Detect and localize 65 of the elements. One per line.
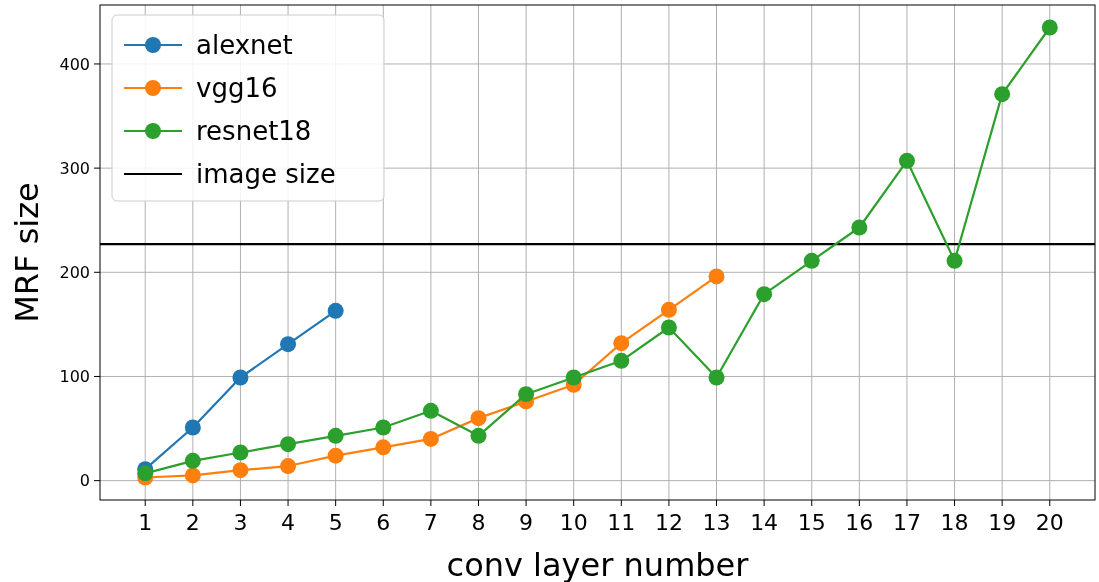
- point: [232, 369, 249, 386]
- x-tick-label: 4: [281, 510, 296, 535]
- y-tick-label: 300: [59, 158, 90, 178]
- point: [518, 386, 535, 403]
- x-tick-label: 13: [702, 510, 731, 535]
- point: [184, 467, 201, 484]
- point: [327, 447, 344, 464]
- x-tick-label: 18: [940, 510, 969, 535]
- point: [184, 419, 201, 436]
- x-axis-title: conv layer number: [446, 546, 750, 582]
- legend-label: resnet18: [196, 116, 312, 147]
- point: [232, 444, 249, 461]
- point: [708, 268, 725, 285]
- x-tick-label: 5: [328, 510, 343, 535]
- point: [660, 319, 677, 336]
- point: [470, 410, 487, 427]
- y-tick-label: 100: [59, 367, 90, 387]
- y-tick-label: 400: [59, 54, 90, 74]
- legend-label: image size: [196, 159, 336, 190]
- point: [994, 86, 1011, 103]
- point: [375, 419, 392, 436]
- point: [470, 427, 487, 444]
- x-tick-label: 12: [654, 510, 683, 535]
- x-tick-label: 14: [750, 510, 779, 535]
- x-tick-label: 3: [233, 510, 248, 535]
- x-tick-label: 9: [519, 510, 534, 535]
- point: [660, 301, 677, 318]
- point: [375, 439, 392, 456]
- x-tick-label: 7: [423, 510, 438, 535]
- y-axis-title: MRF size: [8, 182, 46, 323]
- point: [280, 458, 297, 475]
- point: [327, 302, 344, 319]
- point: [137, 465, 154, 482]
- point: [422, 430, 439, 447]
- point: [851, 219, 868, 236]
- x-tick-label: 11: [607, 510, 636, 535]
- x-tick-label: 2: [185, 510, 200, 535]
- x-tick-label: 10: [559, 510, 588, 535]
- point: [898, 152, 915, 169]
- x-tick-label: 17: [892, 510, 921, 535]
- point: [232, 462, 249, 479]
- y-tick-label: 0: [79, 471, 90, 491]
- point: [613, 335, 630, 352]
- point: [280, 436, 297, 453]
- x-tick-label: 20: [1035, 510, 1064, 535]
- point: [803, 252, 820, 269]
- legend-label: vgg16: [196, 73, 278, 104]
- x-tick-label: 8: [471, 510, 486, 535]
- point: [756, 286, 773, 303]
- x-tick-label: 16: [845, 510, 874, 535]
- x-tick-label: 19: [988, 510, 1017, 535]
- point: [708, 369, 725, 386]
- x-tick-label: 6: [376, 510, 391, 535]
- point: [280, 336, 297, 353]
- x-tick-label: 15: [797, 510, 826, 535]
- point: [1041, 19, 1058, 36]
- point: [327, 427, 344, 444]
- legend-label: alexnet: [196, 30, 293, 61]
- x-tick-label: 1: [138, 510, 153, 535]
- point: [946, 252, 963, 269]
- y-tick-label: 200: [59, 262, 90, 282]
- point: [422, 402, 439, 419]
- point: [565, 369, 582, 386]
- point: [613, 352, 630, 369]
- point: [184, 452, 201, 469]
